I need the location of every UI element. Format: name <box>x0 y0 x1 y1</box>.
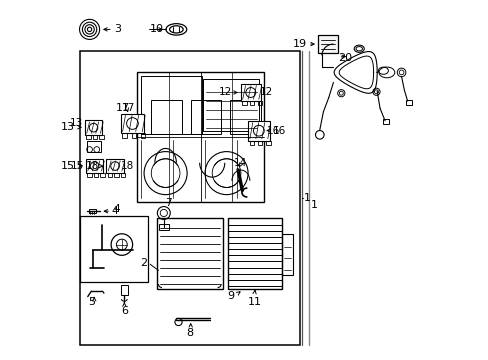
Bar <box>141 134 145 138</box>
Bar <box>190 100 221 134</box>
Text: 6: 6 <box>121 306 127 315</box>
Bar <box>122 134 126 138</box>
Text: 15: 15 <box>61 161 75 171</box>
Text: 17: 17 <box>121 103 134 113</box>
Text: 16: 16 <box>272 126 285 135</box>
Ellipse shape <box>169 26 183 33</box>
Text: 7: 7 <box>165 198 172 208</box>
Text: 19: 19 <box>292 39 306 49</box>
Bar <box>87 173 92 177</box>
Bar <box>140 76 201 134</box>
Text: 15: 15 <box>70 161 83 171</box>
Bar <box>249 140 253 145</box>
Bar <box>151 100 182 134</box>
Bar <box>241 84 260 101</box>
Bar <box>159 224 168 230</box>
Text: 5: 5 <box>88 297 95 307</box>
Bar <box>121 114 144 134</box>
Text: 8: 8 <box>186 328 193 338</box>
Text: 1: 1 <box>304 193 310 203</box>
Bar <box>114 173 119 177</box>
Bar <box>80 216 148 282</box>
Bar <box>87 141 101 152</box>
Bar <box>108 173 112 177</box>
Text: 4: 4 <box>112 206 118 216</box>
Text: 13: 13 <box>61 122 75 132</box>
Text: 3: 3 <box>114 24 121 35</box>
Bar <box>88 210 96 213</box>
Bar <box>266 140 270 145</box>
Bar <box>93 135 97 139</box>
Bar <box>405 100 411 105</box>
Bar <box>282 234 292 275</box>
Bar <box>156 218 223 289</box>
Bar <box>85 120 102 135</box>
Text: 18: 18 <box>86 161 99 171</box>
Ellipse shape <box>165 24 186 35</box>
Text: 18: 18 <box>121 161 134 171</box>
Text: 14: 14 <box>234 158 247 168</box>
Bar <box>106 159 123 173</box>
Bar <box>121 285 128 296</box>
Bar <box>228 218 282 289</box>
Bar <box>203 79 259 131</box>
Bar <box>86 135 90 139</box>
Bar <box>80 51 300 345</box>
Bar <box>131 134 136 138</box>
Text: 2: 2 <box>140 258 147 268</box>
Bar <box>100 173 104 177</box>
Bar <box>99 135 103 139</box>
Text: 11: 11 <box>248 297 262 307</box>
Text: 12: 12 <box>259 87 272 98</box>
Bar <box>317 36 337 53</box>
Text: 9: 9 <box>227 291 234 301</box>
Bar <box>121 173 125 177</box>
Bar <box>94 173 98 177</box>
Bar <box>249 101 254 105</box>
Bar <box>257 101 262 105</box>
Text: 20: 20 <box>338 53 352 63</box>
Text: 16: 16 <box>267 126 280 135</box>
Text: 17: 17 <box>116 103 130 113</box>
Text: 12: 12 <box>218 87 231 98</box>
Bar <box>86 159 103 173</box>
Text: 4: 4 <box>113 204 120 215</box>
Text: 13: 13 <box>70 118 83 128</box>
Bar <box>258 140 262 145</box>
Text: 10: 10 <box>149 24 163 35</box>
Bar <box>247 121 269 140</box>
Bar <box>137 72 264 202</box>
Text: 1: 1 <box>310 200 317 210</box>
Bar <box>242 101 246 105</box>
Bar <box>382 120 388 124</box>
Bar <box>230 100 260 134</box>
